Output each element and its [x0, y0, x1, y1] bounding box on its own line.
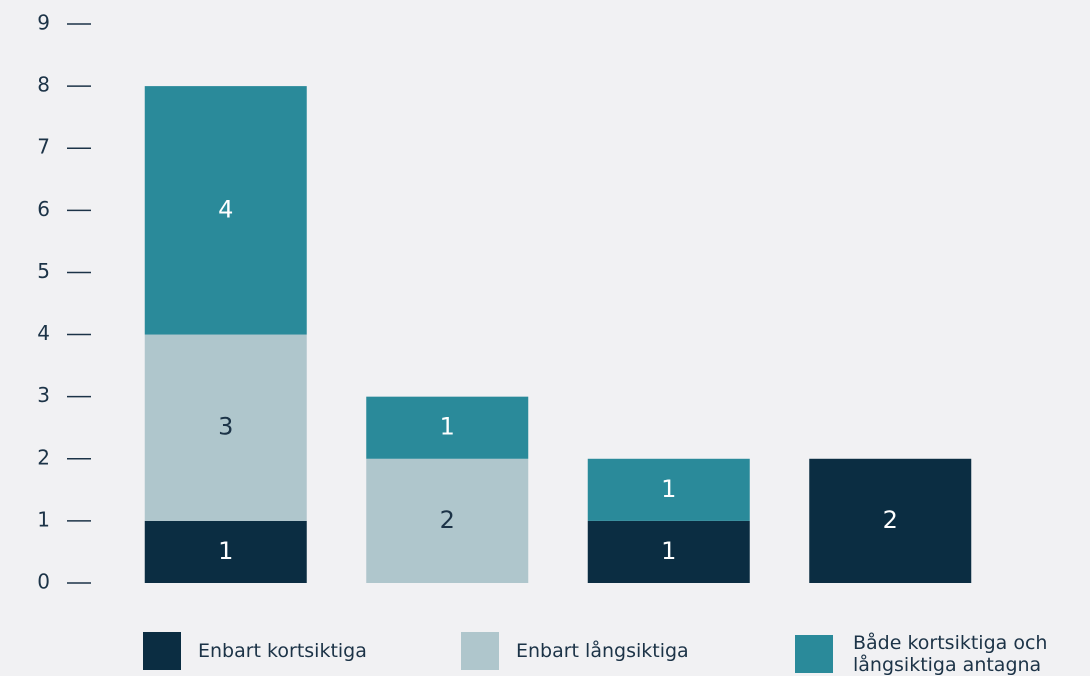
data-label: 3 [218, 413, 233, 441]
bar-segment [587, 458, 750, 521]
bar-segment [809, 458, 972, 583]
legend: Enbart kortsiktiga Enbart långsiktiga Både… [0, 624, 1090, 676]
y-tick-label: 2 [37, 445, 50, 469]
y-tick-label: 6 [37, 197, 50, 221]
data-label: 2 [440, 506, 455, 534]
data-label: 1 [661, 537, 676, 565]
y-tick-label: 9 [37, 11, 50, 35]
bar-segment [587, 520, 750, 583]
bar-segment [144, 334, 307, 521]
bar-segment [144, 520, 307, 583]
data-label: 4 [218, 195, 233, 223]
legend-swatch [461, 632, 499, 670]
data-label: 1 [661, 475, 676, 503]
legend-label: Enbart långsiktiga [516, 640, 689, 662]
chart: 0 1 2 3 4 5 6 7 8 9 1 3 4 2 1 1 1 2 [37, 11, 972, 594]
legend-item: Enbart långsiktiga [461, 632, 689, 670]
legend-swatch [795, 635, 833, 673]
legend-swatch [143, 632, 181, 670]
y-tick-label: 3 [37, 383, 50, 407]
data-label: 1 [440, 413, 455, 441]
bar-segment [366, 396, 529, 459]
bar-segment [144, 86, 307, 335]
y-tick-label: 7 [37, 135, 50, 159]
data-label: 2 [883, 506, 898, 534]
y-tick-label: 5 [37, 259, 50, 283]
legend-label: Både kortsiktiga och långsiktiga antagna [853, 632, 1048, 676]
y-tick-label: 8 [37, 73, 50, 97]
y-tick-label: 4 [37, 321, 50, 345]
data-label: 1 [218, 537, 233, 565]
bar-segment [366, 458, 529, 583]
legend-label: Enbart kortsiktiga [198, 640, 367, 662]
legend-item: Både kortsiktiga och långsiktiga antagna [795, 632, 1073, 676]
y-tick-label: 1 [37, 507, 50, 531]
legend-item: Enbart kortsiktiga [143, 632, 367, 670]
y-tick-label: 0 [37, 570, 50, 594]
